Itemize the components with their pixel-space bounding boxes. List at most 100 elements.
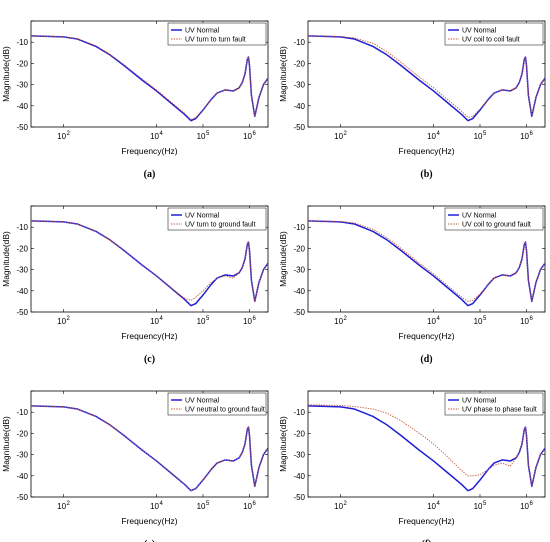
y-axis-label: Magnitude(dB) — [278, 46, 288, 102]
y-tick-label: -20 — [293, 59, 305, 68]
y-tick-label: -20 — [293, 244, 305, 253]
series-line — [31, 220, 268, 302]
legend-label: UV Normal — [462, 213, 497, 220]
y-tick-label: -50 — [16, 308, 28, 317]
y-axis-label: Magnitude(dB) — [1, 416, 11, 472]
y-tick-label: -10 — [16, 408, 28, 417]
x-tick-label: 102 — [57, 316, 70, 326]
series-line — [31, 220, 268, 307]
panel-label: (f) — [422, 539, 432, 542]
series-line — [308, 35, 545, 118]
legend-label: UV turn to turn fault — [185, 37, 246, 44]
y-tick-label: -10 — [293, 38, 305, 47]
x-tick-label: 105 — [474, 131, 487, 141]
x-tick-label: 105 — [197, 501, 210, 511]
legend-label: UV coil to coil fault — [462, 37, 520, 44]
chart-panel: -10 -20 -30 -40 -50 102 104 105 106 Frequency(Hz)… — [1, 20, 269, 180]
series-line — [308, 35, 545, 122]
chart-panel: -10 -20 -30 -40 -50 102 104 105 106 Frequency(Hz)… — [278, 20, 546, 180]
y-tick-label: -40 — [293, 102, 305, 111]
panel-label: (c) — [144, 354, 155, 365]
series-line — [308, 405, 545, 492]
x-tick-label: 105 — [474, 501, 487, 511]
series-line — [31, 405, 268, 492]
x-axis-label: Frequency(Hz) — [121, 331, 177, 341]
y-tick-label: -50 — [16, 123, 28, 132]
y-tick-label: -20 — [16, 244, 28, 253]
y-tick-label: -20 — [293, 429, 305, 438]
x-tick-label: 104 — [427, 316, 440, 326]
y-tick-label: -30 — [293, 81, 305, 90]
legend-label: UV turn to ground fault — [185, 222, 255, 229]
y-tick-label: -40 — [16, 472, 28, 481]
x-tick-label: 105 — [197, 316, 210, 326]
y-tick-label: -40 — [293, 287, 305, 296]
legend-label: UV phase to phase fault — [462, 407, 537, 414]
x-tick-label: 105 — [474, 316, 487, 326]
x-tick-label: 105 — [197, 131, 210, 141]
y-tick-label: -50 — [293, 123, 305, 132]
y-tick-label: -30 — [16, 451, 28, 460]
plot-frame — [307, 390, 546, 498]
series-line — [31, 35, 268, 121]
legend-label: UV Normal — [185, 398, 220, 405]
legend-box — [167, 22, 267, 46]
plot-frame — [30, 205, 269, 313]
series-line — [308, 220, 545, 302]
y-tick-label: -40 — [16, 102, 28, 111]
x-tick-label: 106 — [243, 316, 256, 326]
y-tick-label: -30 — [293, 451, 305, 460]
x-tick-label: 102 — [334, 501, 347, 511]
plot-frame — [307, 205, 546, 313]
y-tick-label: -10 — [293, 408, 305, 417]
x-tick-label: 102 — [57, 501, 70, 511]
y-tick-label: -40 — [293, 472, 305, 481]
x-tick-label: 104 — [427, 501, 440, 511]
legend-box — [444, 207, 544, 231]
chart-panel: -10 -20 -30 -40 -50 102 104 105 106 Frequency(Hz)… — [1, 205, 269, 365]
legend-label: UV neutral to ground fault — [185, 407, 265, 414]
y-tick-label: -50 — [16, 493, 28, 502]
series-line — [31, 405, 268, 492]
legend-box — [444, 392, 544, 416]
chart-panel: -10 -20 -30 -40 -50 102 104 105 106 Frequency(Hz)… — [278, 390, 546, 542]
legend-label: UV Normal — [462, 398, 497, 405]
y-tick-label: -10 — [16, 38, 28, 47]
y-tick-label: -20 — [16, 429, 28, 438]
x-tick-label: 106 — [520, 316, 533, 326]
y-tick-label: -30 — [16, 81, 28, 90]
x-tick-label: 104 — [150, 501, 163, 511]
y-axis-label: Magnitude(dB) — [278, 416, 288, 472]
x-tick-label: 106 — [243, 501, 256, 511]
series-line — [308, 404, 545, 487]
x-tick-label: 102 — [334, 316, 347, 326]
panel-label: (d) — [420, 354, 432, 365]
x-tick-label: 104 — [427, 131, 440, 141]
legend-label: UV Normal — [462, 28, 497, 35]
y-tick-label: -10 — [16, 223, 28, 232]
panel-label: (e) — [144, 539, 155, 542]
legend-label: UV Normal — [185, 213, 220, 220]
x-tick-label: 102 — [57, 131, 70, 141]
panel-label: (a) — [144, 169, 156, 180]
x-axis-label: Frequency(Hz) — [398, 331, 454, 341]
x-axis-label: Frequency(Hz) — [121, 516, 177, 526]
x-axis-label: Frequency(Hz) — [398, 516, 454, 526]
legend-box — [167, 207, 267, 231]
x-tick-label: 102 — [334, 131, 347, 141]
x-tick-label: 104 — [150, 316, 163, 326]
chart-panel: -10 -20 -30 -40 -50 102 104 105 106 Frequency(Hz)… — [1, 390, 269, 542]
plot-frame — [30, 390, 269, 498]
legend-box — [444, 22, 544, 46]
y-tick-label: -40 — [16, 287, 28, 296]
x-tick-label: 106 — [243, 131, 256, 141]
y-tick-label: -50 — [293, 308, 305, 317]
y-tick-label: -10 — [293, 223, 305, 232]
y-axis-label: Magnitude(dB) — [1, 46, 11, 102]
x-tick-label: 106 — [520, 131, 533, 141]
y-tick-label: -30 — [293, 266, 305, 275]
y-tick-label: -30 — [16, 266, 28, 275]
plot-frame — [307, 20, 546, 128]
series-line — [308, 220, 545, 307]
